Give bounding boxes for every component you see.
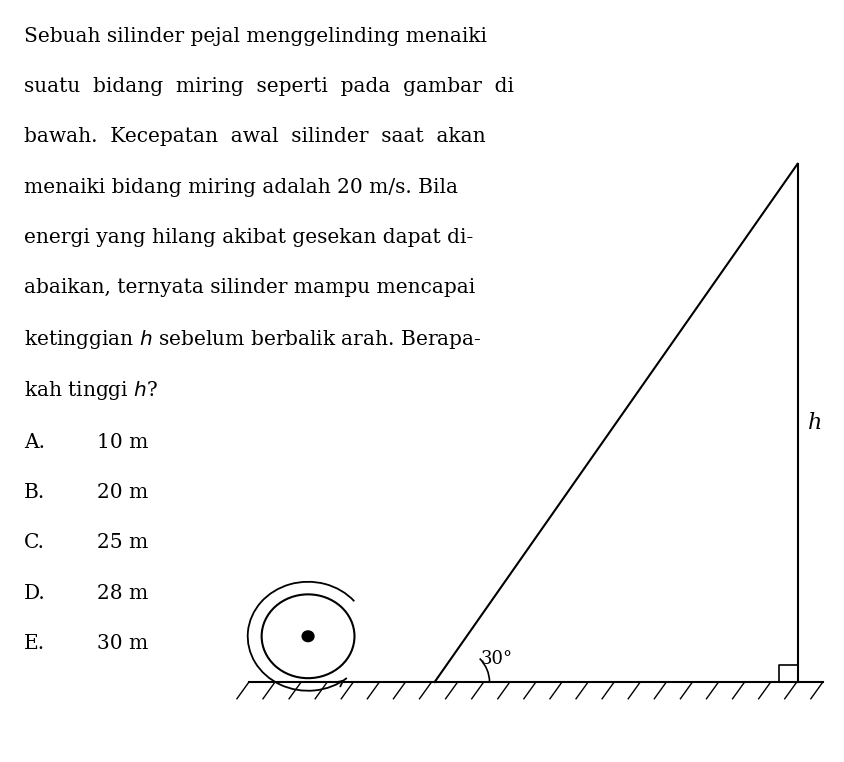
Text: A.: A. [24,433,45,452]
Text: kah tinggi $h$?: kah tinggi $h$? [24,379,158,402]
Text: 10 m: 10 m [97,433,149,452]
Text: B.: B. [24,483,45,502]
Text: 25 m: 25 m [97,533,149,552]
Text: abaikan, ternyata silinder mampu mencapai: abaikan, ternyata silinder mampu mencapa… [24,278,475,297]
Text: C.: C. [24,533,45,552]
Text: energi yang hilang akibat gesekan dapat di-: energi yang hilang akibat gesekan dapat … [24,228,473,247]
Text: 28 m: 28 m [97,584,149,603]
Text: E.: E. [24,634,45,653]
Text: menaiki bidang miring adalah 20 m/s. Bila: menaiki bidang miring adalah 20 m/s. Bil… [24,178,457,197]
Text: D.: D. [24,584,46,603]
Text: ketinggian $h$ sebelum berbalik arah. Berapa-: ketinggian $h$ sebelum berbalik arah. Be… [24,328,481,351]
Text: bawah.  Kecepatan  awal  silinder  saat  akan: bawah. Kecepatan awal silinder saat akan [24,127,485,146]
Text: h: h [808,412,822,434]
Text: 20 m: 20 m [97,483,149,502]
Text: 30 m: 30 m [97,634,149,653]
Text: Sebuah silinder pejal menggelinding menaiki: Sebuah silinder pejal menggelinding mena… [24,27,487,46]
Text: 30°: 30° [481,650,513,668]
Circle shape [302,631,314,642]
Text: suatu  bidang  miring  seperti  pada  gambar  di: suatu bidang miring seperti pada gambar … [24,77,514,96]
